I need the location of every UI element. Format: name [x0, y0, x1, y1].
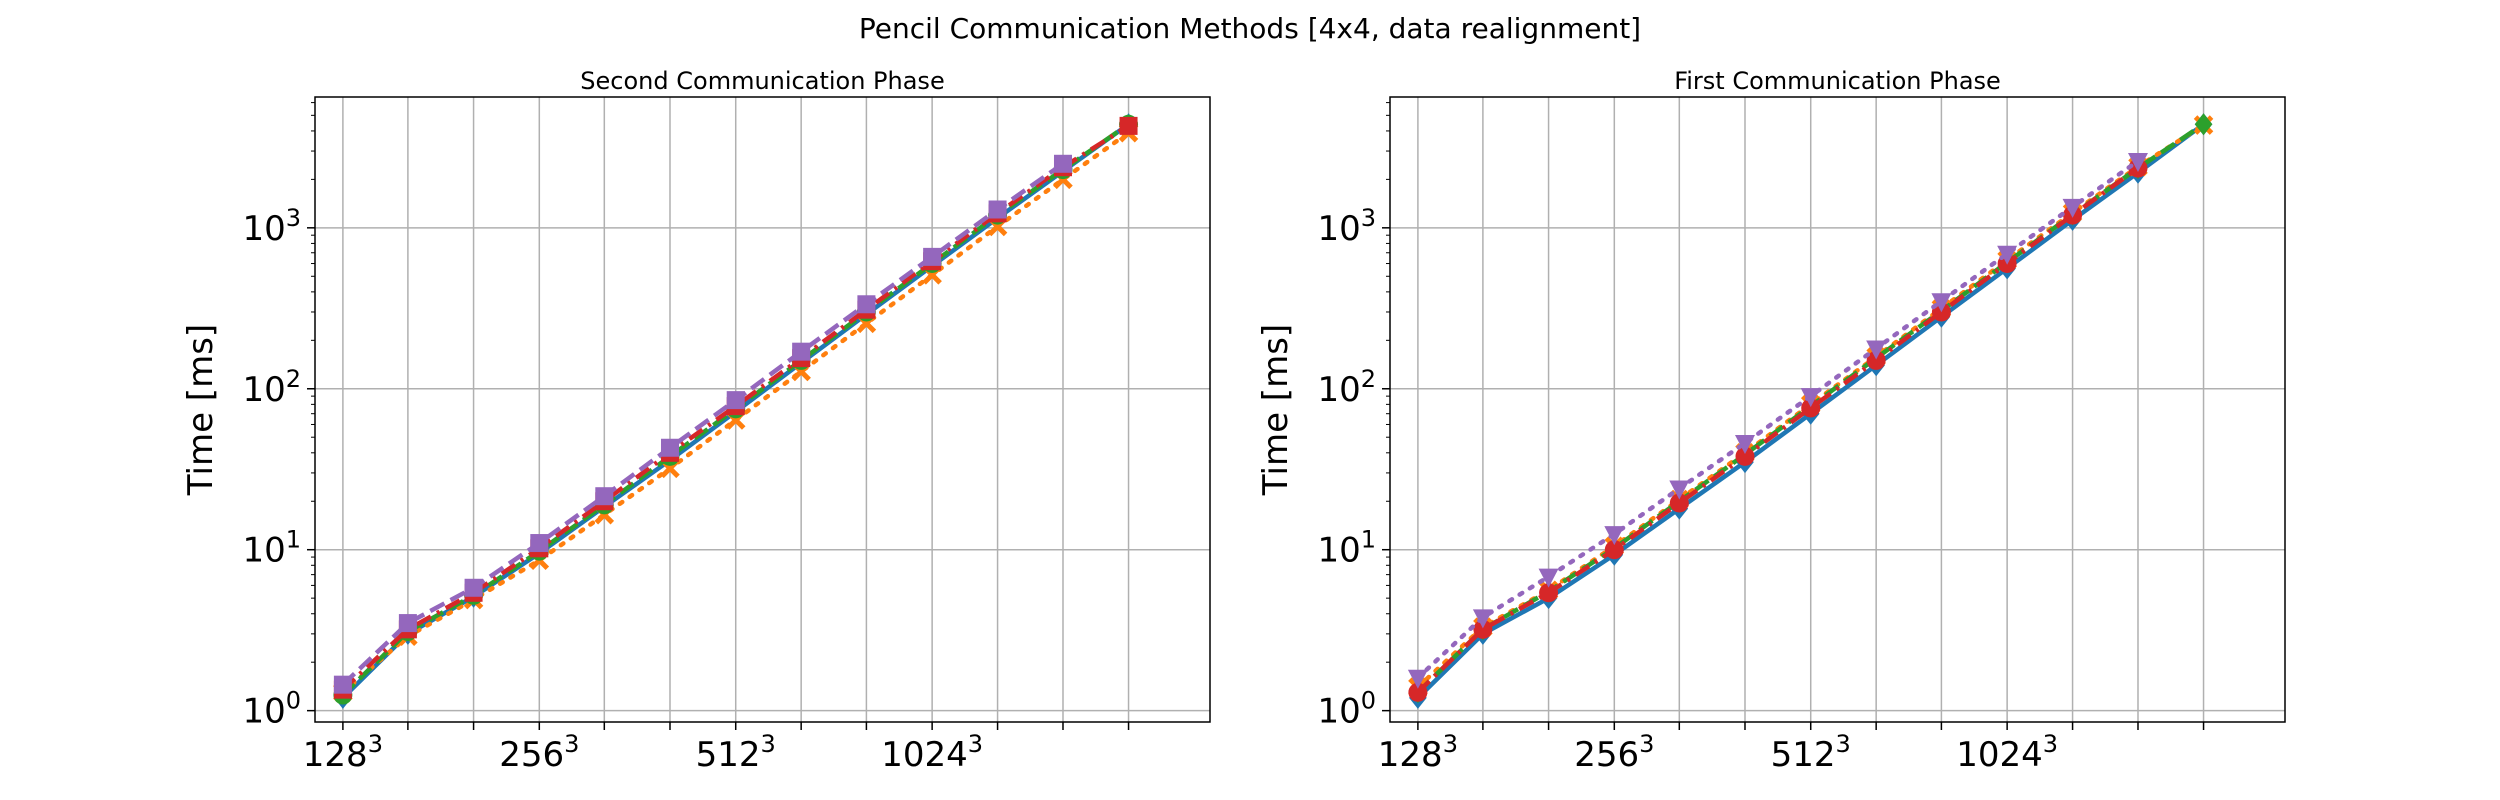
- data-point-marker: [923, 247, 942, 266]
- data-point-marker: [988, 200, 1007, 219]
- data-point-marker: [1735, 446, 1755, 466]
- y-tick-label: 103: [242, 204, 301, 249]
- data-point-marker: [1472, 609, 1493, 629]
- x-tick-label: 1283: [1378, 730, 1458, 775]
- data-point-marker: [660, 438, 679, 457]
- data-point-marker: [1119, 116, 1138, 135]
- data-point-marker: [1408, 682, 1428, 702]
- data-point-marker: [1734, 435, 1755, 455]
- data-point-marker: [1473, 619, 1493, 639]
- data-point-marker: [1669, 480, 1690, 500]
- data-point-marker: [595, 487, 614, 506]
- data-point-marker: [530, 534, 549, 553]
- series-5: [333, 154, 1072, 694]
- data-point-marker: [1931, 293, 1952, 313]
- y-axis-label: Time [ms]: [1256, 324, 1296, 496]
- series-5: [1407, 153, 2148, 689]
- data-point-marker: [1801, 398, 1821, 418]
- data-point-marker: [857, 295, 876, 314]
- data-point-marker: [726, 391, 745, 410]
- data-point-marker: [1604, 526, 1625, 546]
- data-point-marker: [1997, 245, 2018, 265]
- data-point-marker: [1407, 669, 1428, 689]
- y-tick-label: 103: [1317, 204, 1376, 249]
- y-tick-label: 102: [1317, 365, 1376, 410]
- data-point-marker: [333, 675, 352, 694]
- data-point-marker: [1669, 493, 1689, 513]
- series-line: [1415, 158, 2141, 681]
- y-tick-label: 100: [242, 687, 301, 732]
- y-tick-label: 100: [1317, 687, 1376, 732]
- x-tick-label: 5123: [1771, 730, 1851, 775]
- data-point-marker: [2127, 153, 2148, 173]
- data-point-marker: [464, 578, 483, 597]
- data-point-marker: [792, 342, 811, 361]
- x-tick-label: 2563: [1574, 730, 1654, 775]
- x-tick-label: 1283: [303, 730, 383, 775]
- data-point-marker: [2194, 113, 2213, 136]
- y-tick-label: 101: [242, 526, 301, 571]
- data-point-marker: [1604, 540, 1624, 560]
- chart-title: Second Communication Phase: [580, 67, 944, 95]
- chart-panels: Second Communication Phase 1283 2563 5123 10…: [181, 67, 2286, 775]
- plot-frame: [314, 96, 1211, 723]
- x-tick-label: 10243: [881, 730, 983, 775]
- x-tick-label: 10243: [1956, 730, 2058, 775]
- figure-suptitle: Pencil Communication Methods [4x4, data …: [859, 12, 1641, 45]
- data-point-marker: [398, 614, 417, 633]
- data-point-marker: [1538, 568, 1559, 588]
- plot-frame: [1389, 96, 2286, 723]
- data-point-marker: [1053, 154, 1072, 173]
- data-point-marker: [1866, 350, 1886, 370]
- y-axis-label: Time [ms]: [181, 324, 221, 496]
- chart-panel-1: Second Communication Phase 1283 2563 5123 10…: [181, 67, 1211, 775]
- chart-panel-2: First Communication Phase 1283 2563 5123 102…: [1256, 67, 2286, 775]
- data-point-marker: [1800, 388, 1821, 408]
- data-point-marker: [1539, 583, 1559, 603]
- chart-title: First Communication Phase: [1674, 67, 2001, 95]
- data-point-marker: [2062, 198, 2083, 218]
- series-line: [341, 161, 1065, 687]
- y-tick-label: 101: [1317, 526, 1376, 571]
- data-point-marker: [1866, 340, 1887, 360]
- y-tick-label: 102: [242, 365, 301, 410]
- x-tick-label: 2563: [499, 730, 579, 775]
- x-tick-label: 5123: [696, 730, 776, 775]
